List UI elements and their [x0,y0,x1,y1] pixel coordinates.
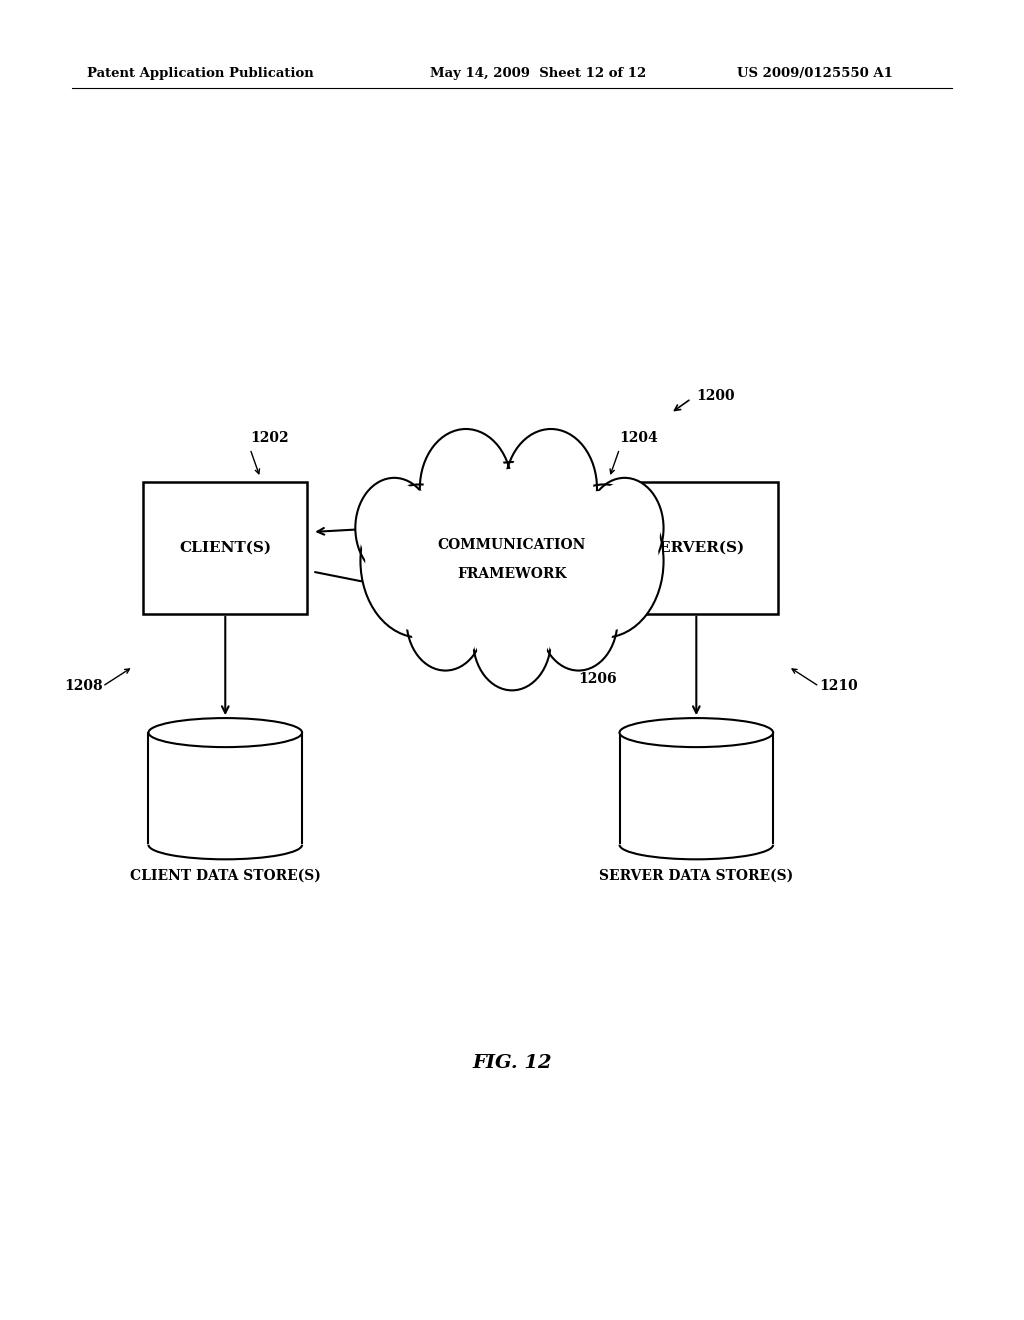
Circle shape [505,429,597,548]
Text: SERVER(S): SERVER(S) [648,541,744,554]
Circle shape [360,484,479,638]
Circle shape [550,491,658,631]
FancyBboxPatch shape [143,482,307,614]
Circle shape [358,482,430,574]
Circle shape [410,574,481,667]
Circle shape [473,590,551,690]
Circle shape [540,570,617,671]
Text: 1204: 1204 [620,430,658,445]
Text: US 2009/0125550 A1: US 2009/0125550 A1 [737,67,893,81]
Text: Patent Application Publication: Patent Application Publication [87,67,313,81]
Text: FIG. 12: FIG. 12 [472,1053,552,1072]
Circle shape [589,482,660,574]
Circle shape [445,462,579,634]
Circle shape [407,570,484,671]
Circle shape [476,594,548,686]
Circle shape [543,574,614,667]
Circle shape [451,469,573,627]
Text: 1206: 1206 [579,672,617,686]
Circle shape [586,478,664,578]
Circle shape [424,434,508,543]
Circle shape [366,491,474,631]
Circle shape [509,434,593,543]
Bar [620,733,773,845]
Text: May 14, 2009  Sheet 12 of 12: May 14, 2009 Sheet 12 of 12 [430,67,646,81]
Text: 1210: 1210 [819,680,858,693]
Text: COMMUNICATION: COMMUNICATION [438,539,586,552]
Text: SERVER DATA STORE(S): SERVER DATA STORE(S) [599,869,794,883]
Circle shape [355,478,433,578]
Text: 1200: 1200 [696,389,735,403]
Text: CLIENT(S): CLIENT(S) [179,541,271,554]
Circle shape [545,484,664,638]
Text: FRAMEWORK: FRAMEWORK [457,568,567,581]
Circle shape [420,429,512,548]
Text: 1202: 1202 [250,430,289,445]
FancyBboxPatch shape [614,482,778,614]
Text: CLIENT DATA STORE(S): CLIENT DATA STORE(S) [130,869,321,883]
Ellipse shape [620,718,773,747]
Text: 1208: 1208 [63,680,102,693]
Bar [148,733,302,845]
Ellipse shape [148,718,302,747]
